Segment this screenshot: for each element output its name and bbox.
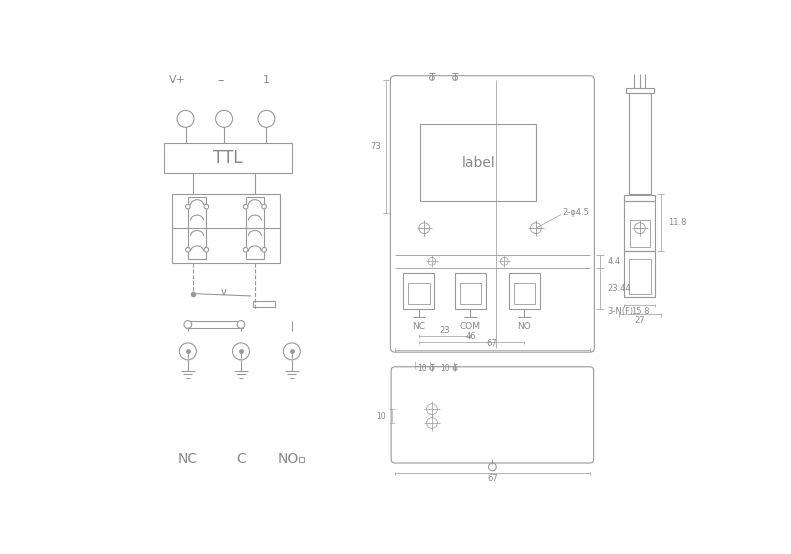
- Text: 46: 46: [466, 332, 476, 341]
- Circle shape: [452, 76, 457, 80]
- Circle shape: [244, 204, 248, 209]
- Circle shape: [237, 321, 245, 329]
- Circle shape: [244, 248, 248, 252]
- Circle shape: [184, 321, 191, 329]
- Text: 10: 10: [377, 412, 386, 422]
- Bar: [513, 283, 536, 304]
- Circle shape: [426, 418, 437, 428]
- Bar: [624, 252, 655, 297]
- Text: 27: 27: [634, 316, 645, 325]
- Circle shape: [489, 463, 496, 471]
- Text: label: label: [461, 156, 495, 170]
- Bar: [460, 283, 481, 304]
- Text: 67: 67: [486, 339, 498, 348]
- Text: TTL: TTL: [213, 149, 243, 167]
- Bar: [629, 259, 651, 294]
- Text: 10: 10: [441, 364, 450, 373]
- Text: 23.44: 23.44: [607, 284, 631, 293]
- Circle shape: [180, 343, 196, 360]
- Text: 2-φ4.5: 2-φ4.5: [563, 208, 590, 217]
- Text: 11.8: 11.8: [668, 218, 687, 227]
- Circle shape: [419, 223, 430, 234]
- Bar: [629, 94, 651, 193]
- Text: 3-N(F): 3-N(F): [607, 307, 634, 316]
- Bar: [624, 195, 655, 201]
- Circle shape: [186, 204, 190, 209]
- Circle shape: [453, 366, 457, 370]
- Circle shape: [634, 223, 645, 234]
- Bar: [246, 197, 264, 259]
- Circle shape: [426, 404, 437, 414]
- Text: v: v: [221, 287, 227, 297]
- Bar: [624, 201, 655, 252]
- FancyBboxPatch shape: [391, 76, 594, 352]
- Text: C: C: [237, 452, 246, 466]
- Circle shape: [204, 204, 209, 209]
- Text: –: –: [218, 74, 224, 87]
- Circle shape: [216, 110, 233, 127]
- Bar: [164, 143, 292, 173]
- FancyBboxPatch shape: [391, 367, 594, 463]
- Bar: [186, 321, 244, 329]
- Bar: [253, 301, 275, 307]
- Bar: [626, 88, 653, 94]
- Text: 67: 67: [487, 474, 498, 483]
- Circle shape: [501, 258, 508, 265]
- Bar: [420, 124, 536, 201]
- Bar: [455, 273, 486, 309]
- Circle shape: [258, 110, 275, 127]
- Bar: [408, 283, 430, 304]
- Circle shape: [262, 248, 267, 252]
- Circle shape: [531, 223, 541, 234]
- Text: COM: COM: [460, 322, 481, 331]
- Text: 4.4: 4.4: [607, 257, 621, 266]
- Text: NO: NO: [278, 452, 298, 466]
- Bar: [299, 457, 304, 462]
- Circle shape: [186, 248, 190, 252]
- Circle shape: [177, 110, 194, 127]
- Circle shape: [430, 366, 434, 370]
- Text: 1: 1: [263, 75, 270, 85]
- Circle shape: [428, 258, 436, 265]
- Circle shape: [233, 343, 249, 360]
- Text: 10: 10: [417, 364, 427, 373]
- Text: NO: NO: [517, 322, 532, 331]
- Circle shape: [204, 248, 209, 252]
- Bar: [172, 193, 280, 263]
- Text: V+: V+: [169, 75, 187, 85]
- Text: NC: NC: [178, 452, 198, 466]
- Text: 15.8: 15.8: [630, 307, 649, 316]
- Circle shape: [262, 204, 267, 209]
- Text: 23: 23: [440, 326, 450, 335]
- Bar: [403, 273, 434, 309]
- Circle shape: [283, 343, 301, 360]
- Bar: [509, 273, 539, 309]
- Circle shape: [430, 76, 434, 80]
- Text: NC: NC: [412, 322, 426, 331]
- Bar: [630, 220, 650, 248]
- Text: 73: 73: [370, 142, 381, 151]
- Bar: [188, 197, 206, 259]
